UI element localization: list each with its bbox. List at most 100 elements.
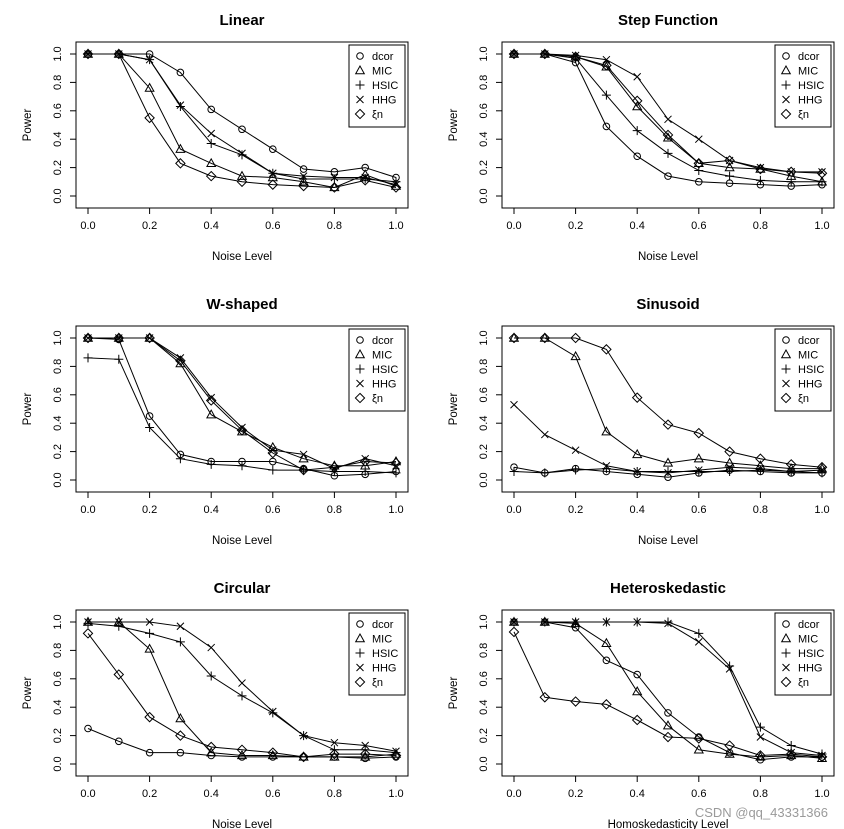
- y-tick-label: 0.6: [52, 103, 64, 118]
- data-point: [84, 724, 92, 733]
- data-point: [724, 457, 735, 467]
- y-tick-label: 0.2: [478, 160, 490, 175]
- legend-marker: [356, 620, 364, 628]
- data-point: [330, 738, 339, 747]
- data-point: [509, 466, 519, 476]
- data-point: [206, 409, 217, 419]
- series-line: [514, 621, 822, 761]
- data-point: [787, 748, 796, 757]
- y-tick-label: 0.0: [52, 188, 64, 203]
- y-tick-label: 0.4: [52, 416, 64, 431]
- chart-title: W-shaped: [206, 296, 277, 313]
- legend-marker: [781, 80, 791, 90]
- x-tick-label: 1.0: [388, 504, 403, 516]
- data-point: [664, 469, 672, 477]
- data-point: [601, 426, 612, 436]
- series-ξn: [508, 332, 828, 473]
- legend-marker: [782, 620, 790, 628]
- y-tick-label: 0.4: [478, 132, 490, 147]
- x-tick-label: 0.2: [142, 788, 157, 800]
- legend-marker: [355, 80, 365, 90]
- data-point: [361, 173, 370, 182]
- data-point: [664, 115, 672, 124]
- data-point: [238, 423, 246, 432]
- data-point: [114, 354, 124, 364]
- legend-label: HSIC: [372, 364, 398, 376]
- data-point: [176, 354, 185, 362]
- y-axis-label: Power: [448, 109, 460, 142]
- data-point: [571, 446, 580, 455]
- x-tick-label: 0.2: [142, 220, 157, 232]
- x-tick-label: 1.0: [814, 504, 829, 516]
- data-point: [299, 731, 308, 740]
- data-point: [570, 332, 581, 344]
- legend-label: dcor: [372, 51, 394, 63]
- data-point: [114, 621, 124, 631]
- data-point: [664, 709, 672, 717]
- data-point: [539, 332, 550, 342]
- legend-label: MIC: [372, 349, 392, 361]
- legend-label: ξn: [372, 677, 383, 689]
- data-point: [236, 170, 248, 180]
- legend-marker: [354, 64, 366, 75]
- data-point: [539, 691, 551, 703]
- x-tick-label: 1.0: [814, 788, 829, 800]
- legend-label: dcor: [372, 619, 394, 631]
- data-point: [663, 148, 673, 158]
- y-tick-label: 0.4: [478, 416, 490, 431]
- x-tick-label: 0.0: [506, 504, 521, 516]
- data-point: [298, 180, 309, 192]
- data-point: [602, 461, 611, 470]
- data-point: [267, 179, 279, 190]
- series-dcor: [84, 724, 400, 763]
- data-point: [570, 617, 581, 628]
- y-tick-label: 0.2: [478, 728, 490, 743]
- series-line: [514, 337, 822, 470]
- y-axis-label: Power: [22, 677, 34, 710]
- x-tick-label: 0.8: [753, 788, 768, 800]
- data-point: [633, 467, 642, 476]
- x-axis-label: Noise Level: [638, 251, 698, 263]
- data-point: [663, 617, 673, 627]
- series-line: [88, 53, 397, 178]
- y-axis-label: Power: [448, 677, 460, 710]
- y-tick-label: 0.0: [478, 188, 490, 203]
- data-point: [298, 176, 309, 186]
- series-HHG: [510, 618, 826, 760]
- chart-panel-3: W-shaped Noise Level Power 0.0 0.2 0.4 0.6 0.8 1…: [22, 296, 409, 547]
- y-tick-label: 0.8: [52, 359, 64, 374]
- data-point: [755, 465, 765, 475]
- data-point: [633, 670, 642, 679]
- x-tick-label: 0.6: [691, 504, 706, 516]
- data-point: [508, 626, 520, 638]
- legend-marker: [355, 364, 365, 374]
- data-point: [329, 461, 340, 473]
- data-point: [113, 332, 124, 342]
- chart-title: Linear: [219, 12, 264, 29]
- legend-label: ξn: [798, 109, 809, 121]
- data-point: [724, 740, 735, 751]
- data-point: [299, 172, 308, 180]
- data-point: [175, 730, 186, 741]
- data-point: [755, 163, 766, 175]
- data-point: [144, 332, 155, 344]
- data-point: [268, 465, 278, 475]
- x-tick-label: 1.0: [388, 220, 403, 232]
- data-point: [113, 669, 125, 680]
- data-point: [267, 747, 279, 758]
- legend-label: MIC: [798, 65, 818, 77]
- y-tick-label: 0.6: [478, 671, 490, 686]
- data-point: [175, 713, 186, 723]
- y-tick-label: 0.2: [52, 444, 64, 459]
- series-ξn: [82, 48, 402, 193]
- data-point: [268, 707, 277, 716]
- data-point: [818, 466, 826, 474]
- data-point: [724, 446, 735, 457]
- data-point: [664, 172, 672, 180]
- data-point: [816, 751, 828, 763]
- y-tick-label: 0.8: [52, 643, 64, 658]
- chart-title: Circular: [214, 580, 271, 597]
- y-tick-label: 0.4: [52, 132, 64, 147]
- data-point: [206, 138, 216, 148]
- x-tick-label: 0.8: [327, 504, 342, 516]
